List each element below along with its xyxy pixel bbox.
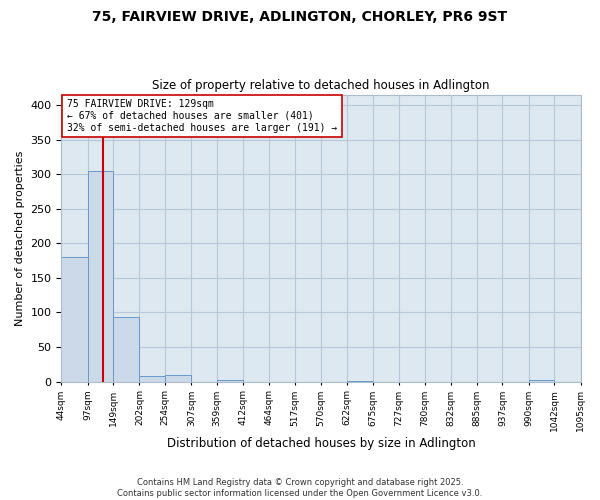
Bar [165, 375, 191, 382]
Bar [347, 381, 373, 382]
Y-axis label: Number of detached properties: Number of detached properties [15, 150, 25, 326]
Text: 75 FAIRVIEW DRIVE: 129sqm
← 67% of detached houses are smaller (401)
32% of semi: 75 FAIRVIEW DRIVE: 129sqm ← 67% of detac… [67, 100, 337, 132]
Bar [113, 318, 139, 382]
Bar [139, 376, 165, 382]
Text: Contains HM Land Registry data © Crown copyright and database right 2025.
Contai: Contains HM Land Registry data © Crown c… [118, 478, 482, 498]
Bar [61, 257, 88, 382]
Bar [529, 380, 554, 382]
Title: Size of property relative to detached houses in Adlington: Size of property relative to detached ho… [152, 79, 490, 92]
Bar [217, 380, 243, 382]
Bar [88, 170, 113, 382]
Text: 75, FAIRVIEW DRIVE, ADLINGTON, CHORLEY, PR6 9ST: 75, FAIRVIEW DRIVE, ADLINGTON, CHORLEY, … [92, 10, 508, 24]
X-axis label: Distribution of detached houses by size in Adlington: Distribution of detached houses by size … [167, 437, 475, 450]
